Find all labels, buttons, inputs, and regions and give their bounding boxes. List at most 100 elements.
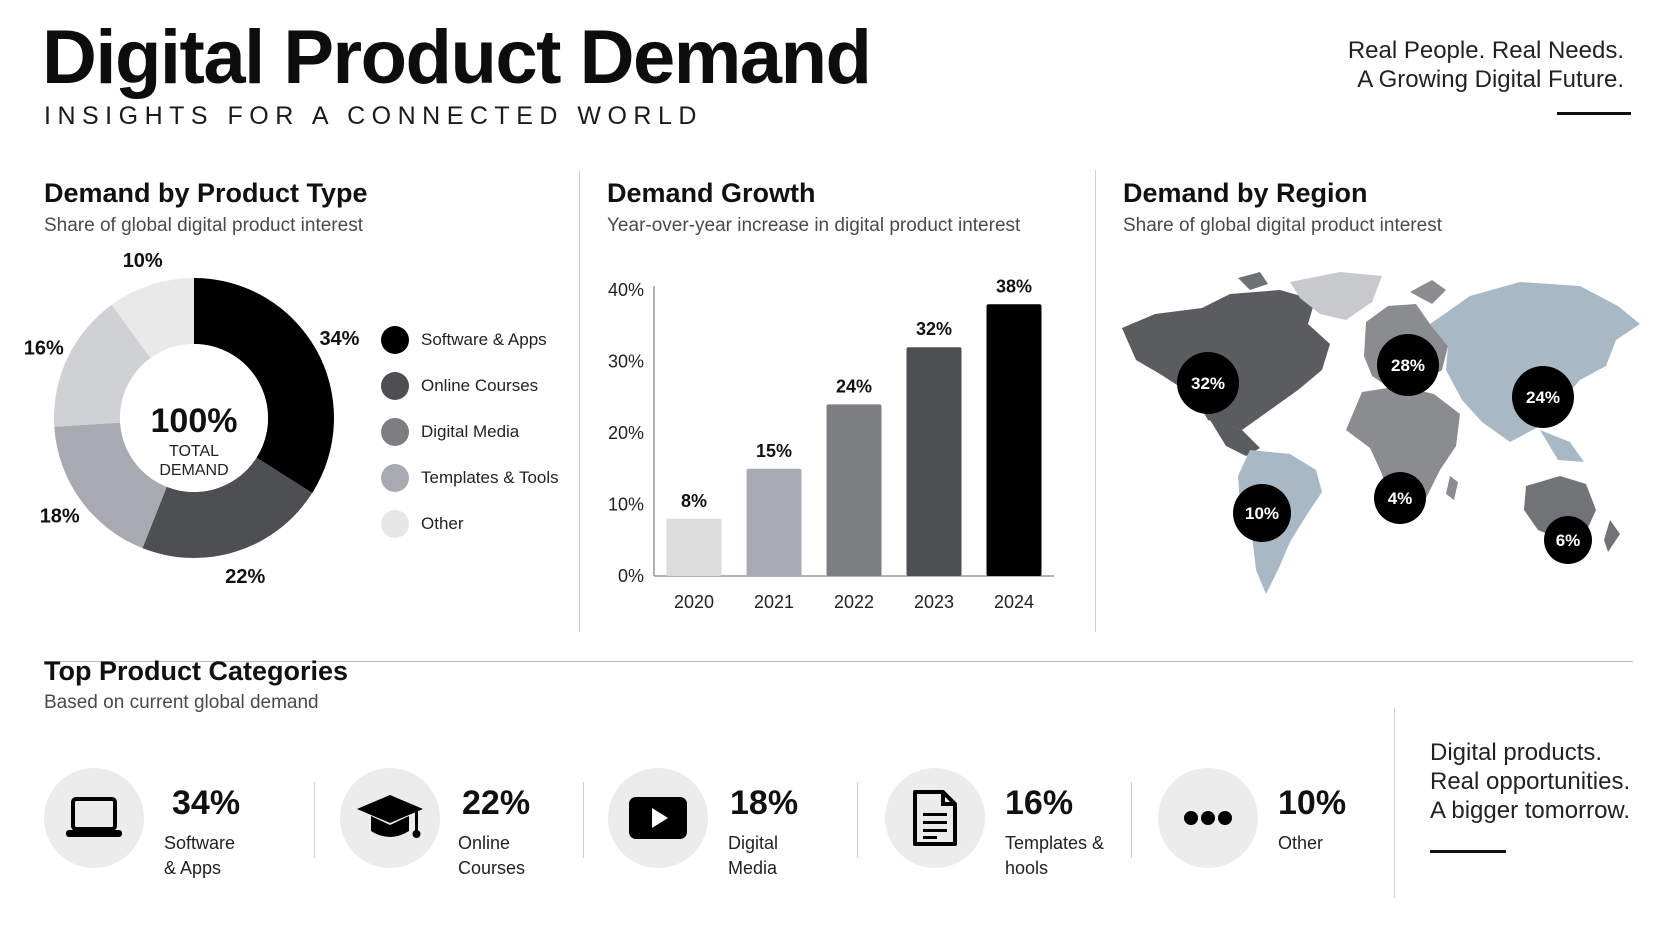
bar-2020 <box>666 518 722 576</box>
legend-swatch <box>381 464 409 492</box>
category-pct-other: 10% <box>1278 784 1347 822</box>
bar-2023 <box>906 347 962 576</box>
donut-chart: 34% 22% 18% 16% 10% 100% TOTAL DEMAND <box>24 250 360 588</box>
donut-slice-digital-media <box>54 422 167 549</box>
category-label-media: Digital Media <box>728 833 779 878</box>
categories-title: Top Product Categories <box>44 656 349 686</box>
donut-slice-software-apps <box>194 278 334 494</box>
category-divider-2 <box>583 782 584 858</box>
y-tick-label: 40% <box>608 280 644 300</box>
region-title: Demand by Region <box>1123 178 1368 208</box>
category-divider-4 <box>1131 782 1132 858</box>
tagline-line-1: Real People. Real Needs. <box>1347 37 1624 64</box>
y-tick-label: 10% <box>608 495 644 515</box>
graduation-cap-icon <box>340 768 440 868</box>
closing-line-2: Real opportunities. <box>1430 768 1631 795</box>
donut-label-online-courses: 22% <box>225 566 265 588</box>
region-label-asia: 24% <box>1526 388 1560 407</box>
tagline-line-2: A Growing Digital Future. <box>1357 66 1624 93</box>
donut-label-software-apps: 34% <box>319 328 359 350</box>
greenland-shape <box>1290 272 1382 320</box>
legend-swatch <box>381 372 409 400</box>
x-tick-label: 2023 <box>914 592 954 612</box>
y-tick-label: 30% <box>608 352 644 372</box>
play-icon <box>608 768 708 868</box>
region-label-north-america: 32% <box>1191 374 1225 393</box>
categories-subtitle: Based on current global demand <box>44 692 319 713</box>
closing-rule <box>1430 850 1506 853</box>
closing-line-3: A bigger tomorrow. <box>1430 797 1631 824</box>
y-tick-label: 20% <box>608 423 644 443</box>
legend-item-digital-media: Digital Media <box>381 417 519 447</box>
closing-message: Digital products. Real opportunities. A … <box>1430 738 1630 825</box>
legend-label: Templates & Tools <box>421 468 559 487</box>
donut-slice-templates-tools <box>53 304 151 427</box>
world-map: 32% 28% 24% 10% 4% 6% <box>1122 272 1640 594</box>
bar-2021 <box>746 468 802 576</box>
donut-center-label-2: DEMAND <box>159 462 228 479</box>
legend-item-software-apps: Software & Apps <box>381 325 547 355</box>
region-label-south-america: 10% <box>1245 504 1279 523</box>
divider-1 <box>579 170 580 632</box>
growth-title: Demand Growth <box>607 178 816 208</box>
category-pct-software: 34% <box>172 784 241 822</box>
region-subtitle: Share of global digital product interest <box>1123 215 1442 236</box>
growth-subtitle: Year-over-year increase in digital produ… <box>607 215 1021 236</box>
category-divider-3 <box>857 782 858 858</box>
bar-chart: 0% 10% 20% 30% 40% 8% 2020 15% 2021 24% 2022 32% 202… <box>608 276 1054 612</box>
product-type-subtitle: Share of global digital product interest <box>44 215 363 236</box>
region-marker-north-america <box>1177 352 1239 414</box>
legend-item-templates-tools: Templates & Tools <box>381 463 559 493</box>
category-pct-courses: 22% <box>462 784 531 822</box>
legend-item-other: Other <box>381 509 464 539</box>
bar-value-label: 15% <box>756 441 792 461</box>
x-tick-label: 2022 <box>834 592 874 612</box>
category-pct-media: 18% <box>730 784 799 822</box>
donut-hole <box>120 344 268 492</box>
asia-shape <box>1430 282 1640 462</box>
legend-label: Other <box>421 514 464 533</box>
page-subtitle: INSIGHTS FOR A CONNECTED WORLD <box>44 102 703 130</box>
legend-label: Digital Media <box>421 422 520 441</box>
category-label-software: Software & Apps <box>164 833 236 878</box>
region-marker-europe <box>1377 334 1439 396</box>
y-tick-label: 0% <box>618 566 644 586</box>
x-tick-label: 2020 <box>674 592 714 612</box>
divider-2 <box>1095 170 1096 632</box>
donut-label-digital-media: 18% <box>40 506 80 528</box>
donut-label-other: 10% <box>123 250 163 272</box>
region-label-africa: 4% <box>1388 489 1413 508</box>
donut-slice-online-courses <box>142 457 313 558</box>
page-title: Digital Product Demand <box>42 15 872 100</box>
category-pct-templates: 16% <box>1005 784 1074 822</box>
region-label-oceania: 6% <box>1556 531 1581 550</box>
donut-slice-other <box>111 278 194 359</box>
closing-line-1: Digital products. <box>1430 739 1603 766</box>
tagline: Real People. Real Needs. A Growing Digit… <box>1348 36 1624 94</box>
bar-value-label: 38% <box>996 276 1032 296</box>
section-divider <box>44 661 1633 662</box>
legend-swatch <box>381 326 409 354</box>
donut-center-value: 100% <box>151 402 238 440</box>
region-label-europe: 28% <box>1391 356 1425 375</box>
category-label-templates: Templates & hools <box>1005 833 1105 878</box>
more-dots-icon <box>1158 768 1258 868</box>
donut-label-templates-tools: 16% <box>24 337 64 359</box>
legend-label: Online Courses <box>421 376 539 395</box>
region-marker-oceania <box>1544 516 1592 564</box>
region-marker-asia <box>1512 366 1574 428</box>
bar-value-label: 32% <box>916 319 952 339</box>
product-type-title: Demand by Product Type <box>44 178 368 208</box>
category-label-other: Other <box>1278 833 1324 853</box>
legend-swatch <box>381 418 409 446</box>
legend-swatch <box>381 510 409 538</box>
category-label-courses: Online Courses <box>458 833 526 878</box>
x-tick-label: 2021 <box>754 592 794 612</box>
region-marker-south-america <box>1233 484 1291 542</box>
legend-label: Software & Apps <box>421 330 547 349</box>
bar-2024 <box>986 304 1042 576</box>
laptop-icon <box>44 768 144 868</box>
bar-2022 <box>826 404 882 576</box>
legend-item-online-courses: Online Courses <box>381 371 538 401</box>
x-tick-label: 2024 <box>994 592 1034 612</box>
